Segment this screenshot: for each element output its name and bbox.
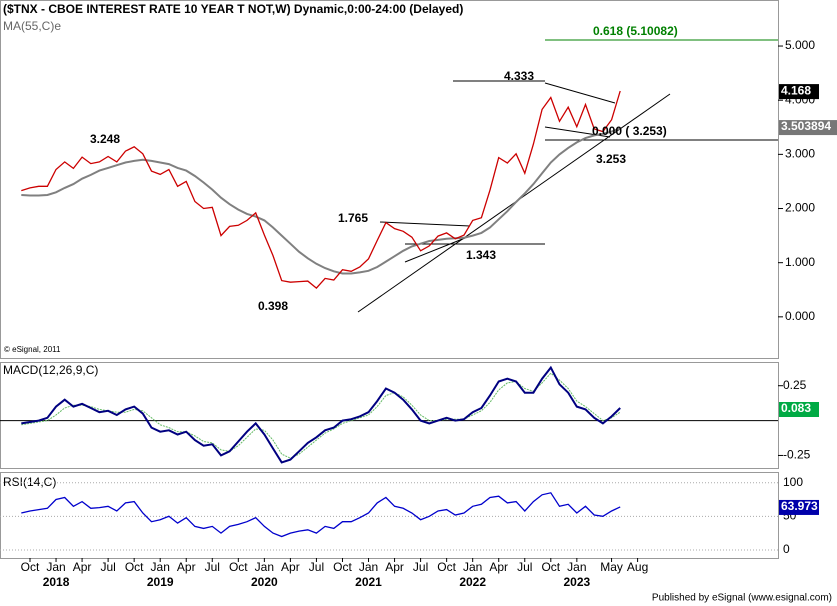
annotation: 1.765 — [338, 211, 368, 225]
x-tick-label: Jul — [309, 560, 324, 574]
annotation: 3.248 — [90, 132, 120, 146]
y-tick-label: 5.000 — [785, 38, 815, 52]
x-tick-label: Jan — [255, 560, 274, 574]
value-label: 63.973 — [781, 499, 818, 513]
ma-line — [21, 127, 621, 275]
macd-panel — [0, 362, 779, 469]
annotation: 3.253 — [596, 152, 626, 166]
y-tick-label: 1.000 — [785, 255, 815, 269]
chart-title: ($TNX - CBOE INTEREST RATE 10 YEAR T NOT… — [3, 2, 463, 16]
x-year-label: 2022 — [459, 575, 486, 589]
x-tick-label: Oct — [229, 560, 248, 574]
x-tick-label: Oct — [21, 560, 40, 574]
price-panel — [0, 0, 779, 359]
price-line — [21, 90, 621, 289]
x-tick-label: Jul — [100, 560, 115, 574]
x-tick-label: Aug — [627, 560, 648, 574]
x-tick-label: Jan — [359, 560, 378, 574]
macd-label: MACD(12,26,9,C) — [3, 363, 98, 377]
value-box — [779, 499, 819, 515]
x-tick-label: Oct — [437, 560, 456, 574]
value-label: 4.168 — [781, 83, 811, 97]
x-year-label: 2023 — [563, 575, 590, 589]
x-year-label: 2020 — [251, 575, 278, 589]
x-tick-label: Jan — [46, 560, 65, 574]
y-tick-label: 0.000 — [785, 309, 815, 323]
x-tick-label: Jan — [151, 560, 170, 574]
ma-label: MA(55,C)e — [3, 19, 61, 33]
x-tick-label: May — [600, 560, 623, 574]
value-box — [779, 402, 819, 418]
y-tick-label: 3.000 — [785, 147, 815, 161]
x-tick-label: Apr — [177, 560, 196, 574]
value-box — [779, 120, 837, 136]
x-tick-label: Apr — [385, 560, 404, 574]
rsi-panel — [0, 472, 779, 559]
y-tick-label: 2.000 — [785, 201, 815, 215]
x-year-label: 2019 — [147, 575, 174, 589]
x-tick-label: Jan — [567, 560, 586, 574]
x-tick-label: Oct — [125, 560, 144, 574]
x-tick-label: Oct — [333, 560, 352, 574]
x-year-label: 2021 — [355, 575, 382, 589]
value-box — [779, 84, 819, 100]
range-top — [379, 221, 471, 227]
annotation: 1.343 — [466, 248, 496, 262]
x-tick-label: Apr — [73, 560, 92, 574]
annotation: 4.333 — [504, 69, 534, 83]
annotation: 0.000 ( 3.253) — [592, 124, 667, 138]
y-tick-label: 100 — [783, 475, 803, 489]
y-tick-label: 0 — [783, 542, 790, 556]
macd-line — [21, 365, 621, 464]
value-label: 0.083 — [781, 401, 811, 415]
rsi-label: RSI(14,C) — [3, 475, 56, 489]
range-trend — [404, 235, 471, 263]
wedge-top — [544, 82, 616, 104]
x-tick-label: Jul — [413, 560, 428, 574]
annotation: 0.398 — [258, 299, 288, 313]
x-tick-label: Jul — [205, 560, 220, 574]
y-tick-label: 0.25 — [783, 378, 807, 392]
value-label: 3.503894 — [781, 119, 831, 133]
y-tick-label: -0.25 — [783, 448, 811, 462]
footer: Published by eSignal (www.esignal.com) — [652, 593, 832, 604]
rsi-line — [21, 492, 621, 538]
copyright: © eSignal, 2011 — [4, 345, 61, 354]
annotation: 0.618 (5.10082) — [593, 24, 678, 38]
x-tick-label: Jul — [517, 560, 532, 574]
x-tick-label: Apr — [281, 560, 300, 574]
x-tick-label: Apr — [489, 560, 508, 574]
x-tick-label: Jan — [463, 560, 482, 574]
x-year-label: 2018 — [43, 575, 70, 589]
x-tick-label: Oct — [541, 560, 560, 574]
